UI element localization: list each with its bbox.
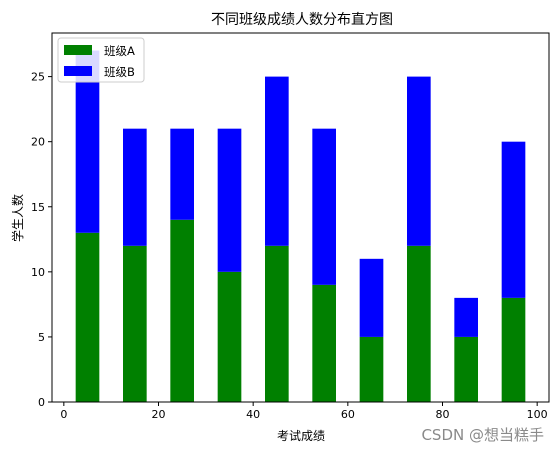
x-tick-label-80: 80 (436, 408, 450, 421)
legend: 班级A 班级B (57, 37, 145, 83)
y-tick-label-10: 10 (31, 266, 45, 279)
bar-series2-x65 (359, 258, 384, 337)
y-tick-label-5: 5 (38, 331, 45, 344)
bar-series2-x55 (312, 128, 336, 285)
bar-series1-x5 (75, 232, 100, 402)
bar-series1-x45 (265, 245, 289, 402)
legend-label-class-b: 班级B (104, 65, 135, 79)
bar-series1-x55 (312, 284, 336, 402)
bar-series1-x15 (123, 245, 147, 402)
x-tick-label-60: 60 (341, 408, 355, 421)
bar-series2-x25 (170, 128, 194, 220)
bar-series1-x65 (359, 336, 384, 402)
chart-title: 不同班级成绩人数分布直方图 (211, 11, 393, 28)
x-tick-label-40: 40 (246, 408, 260, 421)
bar-series2-x15 (123, 128, 147, 246)
bar-series2-x5 (75, 50, 100, 233)
bar-series1-x95 (501, 297, 526, 402)
y-tick-label-15: 15 (31, 201, 45, 214)
x-axis-label: 考试成绩 (277, 428, 325, 443)
bars-group (75, 50, 526, 402)
y-tick-label-25: 25 (31, 71, 45, 84)
x-axis-ticks: 0 20 40 60 80 100 (60, 402, 548, 421)
y-tick-label-0: 0 (38, 396, 45, 409)
y-axis-ticks: 0 5 10 15 20 25 (31, 71, 52, 409)
plot-frame (51, 32, 550, 403)
y-tick-label-20: 20 (31, 136, 45, 149)
y-axis-label: 学生人数 (10, 194, 25, 242)
x-tick-label-0: 0 (60, 408, 67, 421)
bar-series2-x95 (501, 141, 526, 298)
bar-series1-x25 (170, 219, 194, 402)
legend-swatch-class-a (64, 45, 92, 55)
bar-series2-x45 (265, 76, 289, 246)
bar-series2-x35 (217, 128, 242, 272)
watermark: CSDN @想当糕手 (421, 426, 544, 444)
bar-series2-x85 (454, 297, 478, 337)
legend-swatch-class-b (64, 66, 92, 76)
bar-series2-x75 (407, 76, 431, 246)
bar-series1-x75 (407, 245, 431, 402)
legend-label-class-a: 班级A (104, 44, 135, 58)
x-tick-label-20: 20 (152, 408, 166, 421)
x-tick-label-100: 100 (527, 408, 548, 421)
bar-series1-x85 (454, 336, 478, 402)
bar-series1-x35 (217, 271, 242, 402)
